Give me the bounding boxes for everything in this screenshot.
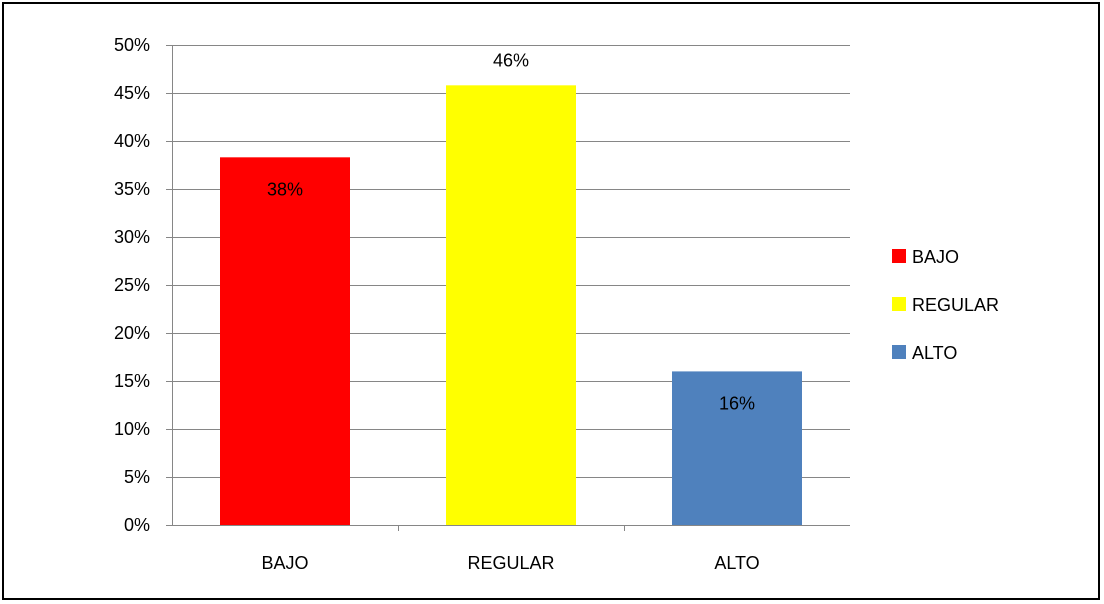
legend-swatch xyxy=(892,297,906,311)
y-tick-label: 10% xyxy=(114,419,150,439)
y-tick-labels: 0% 5% 10% 15% 20% 25% 30% 35% 40% 45% 50% xyxy=(114,35,150,535)
legend: BAJO REGULAR ALTO xyxy=(892,247,999,363)
x-tick-labels: BAJO REGULAR ALTO xyxy=(261,553,759,573)
y-tick-label: 40% xyxy=(114,131,150,151)
bar-bajo xyxy=(220,157,350,525)
y-tick-label: 0% xyxy=(124,515,150,535)
y-tick-label: 45% xyxy=(114,83,150,103)
legend-swatch xyxy=(892,345,906,359)
y-tick-label: 15% xyxy=(114,371,150,391)
y-tick-label: 35% xyxy=(114,179,150,199)
y-tick-label: 50% xyxy=(114,35,150,55)
x-tick-label: ALTO xyxy=(714,553,759,573)
legend-label: ALTO xyxy=(912,343,957,363)
data-label: 46% xyxy=(493,50,529,70)
x-tick-label: REGULAR xyxy=(467,553,554,573)
y-tick-label: 30% xyxy=(114,227,150,247)
bars xyxy=(220,85,802,525)
legend-label: BAJO xyxy=(912,247,959,267)
x-tick-label: BAJO xyxy=(261,553,308,573)
data-labels: 38% 46% 16% xyxy=(267,50,755,413)
y-tick-label: 20% xyxy=(114,323,150,343)
data-label: 38% xyxy=(267,179,303,199)
legend-label: REGULAR xyxy=(912,295,999,315)
bar-alto xyxy=(672,371,802,525)
axes xyxy=(166,45,850,531)
y-tick-label: 5% xyxy=(124,467,150,487)
bar-regular xyxy=(446,85,576,525)
legend-swatch xyxy=(892,249,906,263)
data-label: 16% xyxy=(719,393,755,413)
y-tick-label: 25% xyxy=(114,275,150,295)
